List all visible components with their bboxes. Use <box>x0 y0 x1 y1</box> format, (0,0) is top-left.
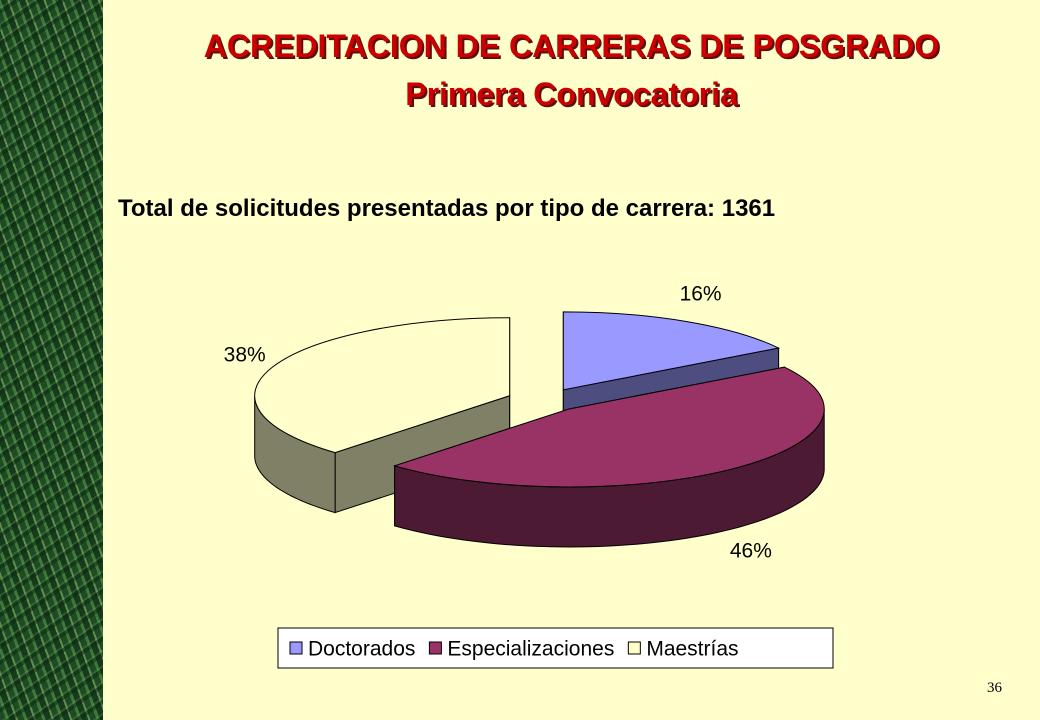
pie-slice-top <box>254 317 511 454</box>
data-label: 38% <box>224 344 266 367</box>
legend-swatch <box>428 641 442 655</box>
legend-swatch <box>289 641 303 655</box>
legend: Doctorados Especializaciones Maestrías <box>277 627 834 669</box>
data-label: 46% <box>730 540 772 563</box>
chart-title: Total de solicitudes presentadas por tip… <box>118 195 776 222</box>
pie-slice-top <box>392 366 825 488</box>
data-label: 16% <box>680 283 722 306</box>
pie-slice-top <box>562 311 781 391</box>
legend-label: Especializaciones <box>447 638 614 661</box>
legend-label: Doctorados <box>308 638 415 661</box>
legend-swatch <box>627 641 641 655</box>
slide-subtitle: Primera Convocatoria <box>405 76 738 112</box>
pie-slice <box>254 317 511 514</box>
legend-label: Maestrías <box>646 638 738 661</box>
legend-frame <box>277 627 834 669</box>
slide-number: 36 <box>987 680 1002 696</box>
slide-title: ACREDITACION DE CARRERAS DE POSGRADO <box>203 28 940 64</box>
pie-slice <box>392 366 825 548</box>
decorative-strip <box>0 0 103 720</box>
